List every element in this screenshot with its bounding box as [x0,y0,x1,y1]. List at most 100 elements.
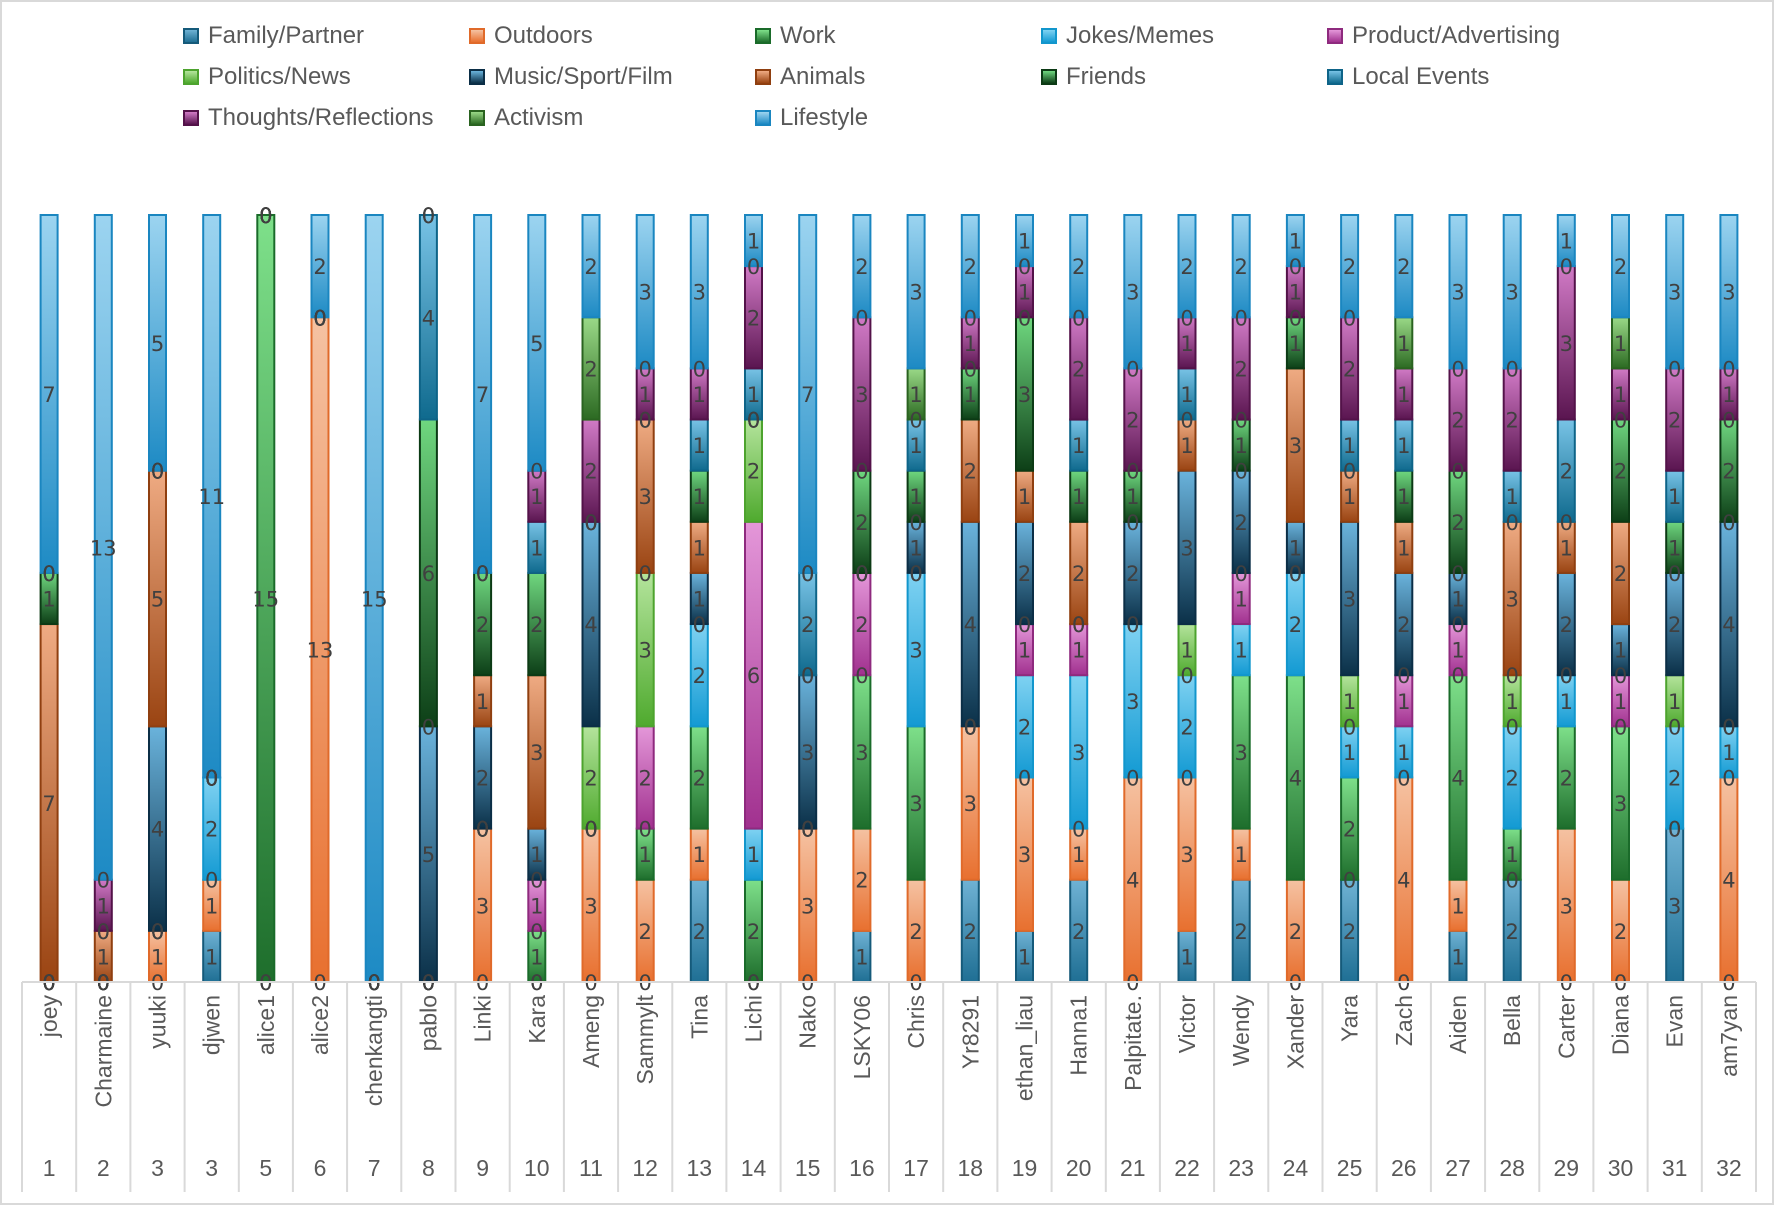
data-label: 0 [909,511,922,535]
data-label: 1 [1289,230,1302,254]
data-label: 2 [693,920,706,944]
data-label: 0 [1343,869,1356,893]
category-label: Lichi [741,995,767,1042]
data-label: 0 [1343,306,1356,330]
data-label: 2 [1235,357,1248,381]
data-label: 2 [693,664,706,688]
data-label: 0 [1722,715,1735,739]
data-label: 0 [259,204,272,228]
data-label: 1 [1451,639,1464,663]
bar-stack-xander [1285,214,1305,984]
data-label: 2 [1343,920,1356,944]
legend-item-activism[interactable]: Activism [469,103,583,133]
legend-item-friends[interactable]: Friends [1041,62,1146,92]
legend-swatch [183,69,199,85]
data-label: 1 [1668,690,1681,714]
data-label: 0 [1451,562,1464,586]
category-label: Zach [1391,995,1417,1046]
data-label: 0 [1018,767,1031,791]
legend-item-family-partner[interactable]: Family/Partner [183,21,364,51]
legend-item-music-sport-film[interactable]: Music/Sport/Film [469,62,673,92]
data-label: 15 [252,588,279,612]
data-label: 2 [1506,409,1519,433]
data-label: 2 [1560,460,1573,484]
data-label: 0 [313,306,326,330]
data-label: 0 [259,204,272,228]
data-label: 0 [964,715,977,739]
data-label: 0 [909,562,922,586]
data-label: 3 [1289,434,1302,458]
category-index-label: 23 [1228,1155,1254,1181]
data-label: 1 [530,843,543,867]
data-label: 0 [1126,613,1139,637]
data-label: 0 [1560,664,1573,688]
data-label: 0 [1180,306,1193,330]
bar-stack-kara [527,214,547,984]
data-label: 2 [1018,715,1031,739]
bar-stack-bella [1502,214,1522,984]
category-index-label: 27 [1445,1155,1471,1181]
data-label: 0 [1451,613,1464,637]
data-label: 0 [259,204,272,228]
data-label: 1 [1289,332,1302,356]
bar-segment-lifestyle [1177,214,1197,319]
data-label: 0 [151,460,164,484]
data-label: 0 [747,409,760,433]
data-label: 1 [1235,588,1248,612]
data-label: 3 [1235,741,1248,765]
legend-item-outdoors[interactable]: Outdoors [469,21,593,51]
data-label: 0 [1289,306,1302,330]
data-label: 1 [1343,485,1356,509]
data-label: 3 [1018,383,1031,407]
data-label: 2 [1668,613,1681,637]
data-label: 2 [1072,920,1085,944]
data-label: 0 [801,818,814,842]
data-label: 2 [1126,409,1139,433]
data-label: 0 [151,920,164,944]
data-label: 0 [1451,357,1464,381]
data-label: 0 [151,460,164,484]
legend-item-lifestyle[interactable]: Lifestyle [755,103,868,133]
category-label: Victor [1174,995,1200,1054]
legend-item-jokes-memes[interactable]: Jokes/Memes [1041,21,1214,51]
legend-item-animals[interactable]: Animals [755,62,865,92]
data-label: 0 [476,562,489,586]
legend-item-thoughts-reflections[interactable]: Thoughts/Reflections [183,103,433,133]
data-label: 5 [422,843,435,867]
data-label: 2 [1180,255,1193,279]
bar-segment-lifestyle [310,214,330,319]
data-label: 3 [639,281,652,305]
data-label: 0 [584,511,597,535]
bar-segment-lifestyle [39,214,59,574]
data-label: 1 [1397,332,1410,356]
data-label: 1 [1180,945,1193,969]
data-label: 0 [1126,613,1139,637]
data-label: 0 [1289,562,1302,586]
data-label: 1 [909,383,922,407]
data-label: 0 [1506,511,1519,535]
data-label: 0 [1668,357,1681,381]
data-label: 1 [1235,639,1248,663]
category-label: alice2 [307,995,333,1055]
legend-item-politics-news[interactable]: Politics/News [183,62,351,92]
data-label: 1 [1560,536,1573,560]
bar-stack-evan [1665,214,1685,983]
category-index-label: 31 [1662,1155,1688,1181]
data-label: 2 [1289,920,1302,944]
data-label: 1 [42,588,55,612]
bar-stack-tina [689,214,709,984]
data-label: 2 [1668,767,1681,791]
category-label: alice1 [253,995,279,1055]
data-label: 0 [1072,613,1085,637]
legend-item-work[interactable]: Work [755,21,836,51]
category-index-label: 25 [1337,1155,1363,1181]
bars-layer [39,214,1739,984]
data-label: 0 [1397,767,1410,791]
data-label: 1 [1668,536,1681,560]
legend-item-local-events[interactable]: Local Events [1327,62,1489,92]
bar-stack-victor [1177,214,1197,984]
legend-item-product-advertising[interactable]: Product/Advertising [1327,21,1560,51]
data-label: 1 [1614,690,1627,714]
data-label: 1 [855,945,868,969]
bar-stack-charmaine [93,214,113,984]
